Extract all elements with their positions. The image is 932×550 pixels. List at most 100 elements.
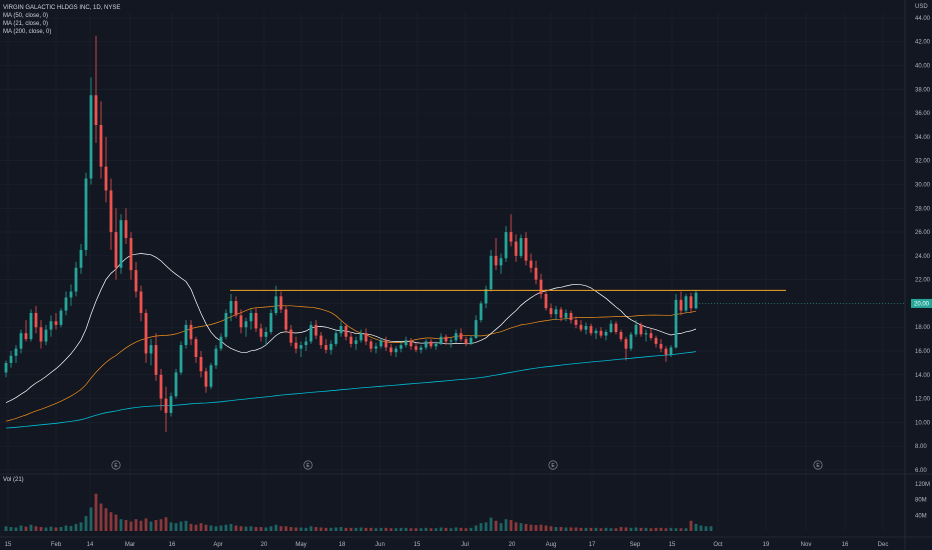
- volume-bar: [199, 523, 203, 531]
- candle-body: [594, 330, 598, 334]
- candle-body: [389, 347, 393, 353]
- volume-bar: [269, 526, 273, 531]
- candle-body: [449, 340, 453, 342]
- y-tick-label: 30.00: [915, 182, 931, 188]
- candle-body: [504, 232, 508, 259]
- candle-body: [694, 292, 698, 309]
- candle-body: [429, 341, 433, 347]
- volume-bar: [679, 528, 683, 531]
- candle-body: [259, 328, 263, 337]
- volume-bar: [674, 528, 678, 531]
- volume-bar: [159, 519, 163, 531]
- x-tick-label: 16: [842, 542, 849, 548]
- volume-bar: [224, 524, 228, 531]
- candle-body: [539, 279, 543, 294]
- x-tick-label: Feb: [51, 542, 62, 548]
- chart-legend: VIRGIN GALACTIC HLDGS INC, 1D, NYSE MA (…: [3, 4, 120, 36]
- candle-body: [314, 324, 318, 336]
- volume-bar: [74, 523, 78, 531]
- candle-body: [24, 333, 28, 340]
- candle-body: [644, 333, 648, 335]
- volume-bar: [144, 518, 148, 531]
- candle-body: [514, 241, 518, 256]
- ma200-legend[interactable]: MA (200, close, 0): [3, 29, 52, 35]
- y-tick-label: 36.00: [915, 111, 931, 117]
- ma200-path: [5, 351, 697, 429]
- candle-body: [284, 309, 288, 330]
- volume-bar: [529, 524, 533, 531]
- candle-body: [509, 232, 513, 242]
- candle-body: [189, 324, 193, 340]
- volume-bar: [699, 525, 703, 531]
- volume-bar: [594, 527, 598, 531]
- earnings-marker-label: E: [306, 463, 310, 469]
- candle-body: [674, 299, 678, 348]
- volume-bar: [654, 527, 658, 531]
- candle-body: [614, 323, 618, 333]
- last-price-text: 20.00: [914, 301, 930, 307]
- candle-body: [214, 348, 218, 366]
- volume-bar: [449, 528, 453, 531]
- volume-legend[interactable]: Vol (21): [3, 477, 24, 483]
- candle-body: [4, 362, 8, 373]
- volume-bar: [709, 526, 713, 531]
- volume-bar: [264, 527, 268, 531]
- price-axis[interactable]: 6.00 8.00 10.00 12.00 14.00 16.00 18.00 20.00 22…: [915, 16, 931, 474]
- volume-bar: [84, 516, 88, 531]
- candle-body: [224, 312, 228, 337]
- x-tick-label: 19: [763, 542, 770, 548]
- volume-bar: [344, 527, 348, 531]
- candle-body: [414, 346, 418, 350]
- candle-body: [499, 258, 503, 266]
- candle-body: [169, 396, 173, 413]
- candle-body: [104, 166, 108, 191]
- volume-bar: [444, 527, 448, 531]
- x-tick-label: 15: [669, 542, 676, 548]
- volume-bar: [49, 526, 53, 531]
- candle-body: [99, 125, 103, 167]
- candle-body: [119, 220, 123, 268]
- volume-bar: [94, 493, 98, 531]
- volume-bar: [219, 525, 223, 531]
- y-tick-label: 38.00: [915, 87, 931, 93]
- candle-body: [44, 329, 48, 342]
- volume-bar: [349, 527, 353, 531]
- x-tick-label: May: [295, 542, 306, 548]
- candle-body: [544, 293, 548, 309]
- ma21-legend[interactable]: MA (21, close, 0): [3, 21, 49, 27]
- candle-body: [94, 95, 98, 126]
- candle-body: [319, 335, 323, 346]
- candle-body: [489, 255, 493, 290]
- x-tick-label: Oct: [713, 542, 723, 548]
- volume-bar: [504, 519, 508, 531]
- candle-body: [244, 321, 248, 328]
- candle-body: [599, 330, 603, 336]
- volume-bar: [424, 527, 428, 531]
- x-tick-label: 16: [169, 542, 176, 548]
- candle-body: [299, 345, 303, 349]
- candle-body: [564, 312, 568, 318]
- time-axis[interactable]: 15 Feb 14 Mar 16 Apr 20 May 18 Jun 15 Jul 20 Aug 17 Sep…: [5, 542, 889, 548]
- volume-bar: [299, 527, 303, 531]
- candle-body: [439, 336, 443, 344]
- candle-body: [574, 320, 578, 325]
- candle-body: [409, 340, 413, 347]
- volume-bar: [479, 523, 483, 531]
- y-tick-label: 34.00: [915, 135, 931, 141]
- candle-body: [434, 343, 438, 347]
- volume-bar: [559, 527, 563, 531]
- volume-bar: [689, 520, 693, 531]
- volume-bar: [274, 524, 278, 531]
- y-tick-label: 32.00: [915, 159, 931, 165]
- volume-bar: [334, 527, 338, 531]
- volume-bar: [354, 527, 358, 531]
- volume-bar: [669, 527, 673, 531]
- ma50-legend[interactable]: MA (50, close, 0): [3, 13, 49, 19]
- candle-body: [74, 267, 78, 292]
- y-tick-label: 8.00: [915, 444, 927, 450]
- volume-bar: [704, 526, 708, 531]
- volume-bar: [239, 526, 243, 531]
- y-tick-label: 42.00: [915, 40, 931, 46]
